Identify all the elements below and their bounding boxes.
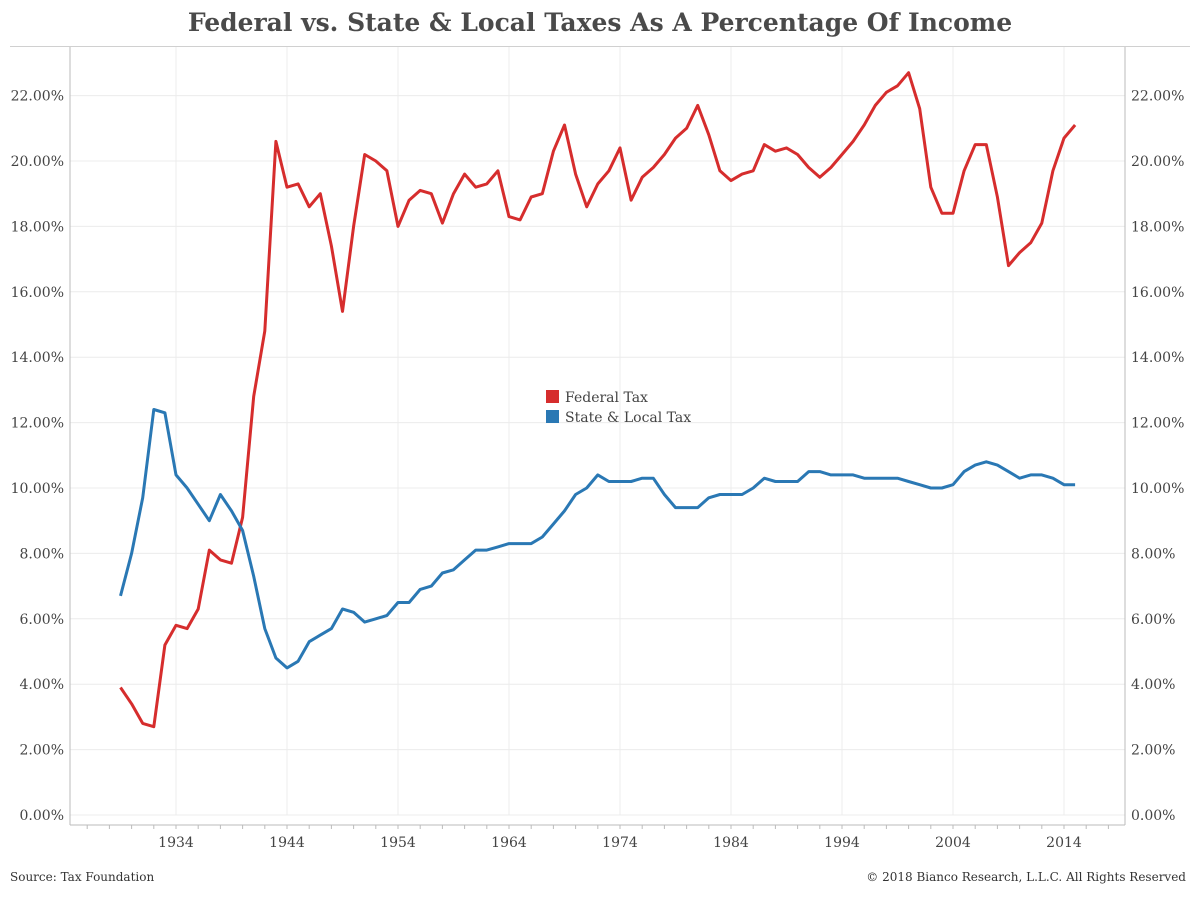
y-tick-label-right: 4.00% xyxy=(1131,677,1175,693)
y-tick-label-left: 10.00% xyxy=(11,481,64,497)
legend-swatch-federal[interactable] xyxy=(546,390,559,403)
legend-label-state-local[interactable]: State & Local Tax xyxy=(565,410,691,426)
x-tick-label: 2004 xyxy=(935,835,971,851)
state-local-tax-line xyxy=(119,408,1076,670)
y-tick-label-right: 20.00% xyxy=(1131,154,1184,170)
line-chart: 0.00% 0.00% 2.00% 2.00% 4.00% 4.00% 6.00% 6.00%… xyxy=(11,47,1184,851)
x-tick-label: 1984 xyxy=(713,835,749,851)
chart-title: Federal vs. State & Local Taxes As A Per… xyxy=(187,8,1013,37)
y-tick-label-left: 6.00% xyxy=(20,612,64,628)
y-tick-label-left: 8.00% xyxy=(20,546,64,562)
y-tick-label-right: 22.00% xyxy=(1131,89,1184,105)
series-layer xyxy=(119,71,1077,729)
x-tick-label: 1954 xyxy=(380,835,416,851)
y-tick-label-right: 14.00% xyxy=(1131,350,1184,366)
y-tick-label-left: 2.00% xyxy=(20,743,64,759)
federal-tax-line xyxy=(119,71,1077,729)
y-tick-label-right: 2.00% xyxy=(1131,743,1175,759)
y-tick-label-right: 6.00% xyxy=(1131,612,1175,628)
legend[interactable]: Federal Tax State & Local Tax xyxy=(546,390,691,426)
y-tick-label-left: 20.00% xyxy=(11,154,64,170)
y-tick-label-right: 0.00% xyxy=(1131,808,1175,824)
y-tick-label-left: 22.00% xyxy=(11,89,64,105)
y-tick-label-right: 16.00% xyxy=(1131,285,1184,301)
y-tick-label-right: 12.00% xyxy=(1131,416,1184,432)
y-tick-label-left: 16.00% xyxy=(11,285,64,301)
legend-label-federal[interactable]: Federal Tax xyxy=(565,390,648,406)
y-tick-label-right: 10.00% xyxy=(1131,481,1184,497)
x-tick-label: 1994 xyxy=(824,835,860,851)
x-tick-label: 1974 xyxy=(602,835,638,851)
title-divider xyxy=(10,46,1190,47)
y-tick-label-left: 12.00% xyxy=(11,416,64,432)
y-tick-label-left: 0.00% xyxy=(20,808,64,824)
y-tick-label-right: 18.00% xyxy=(1131,219,1184,235)
x-tick-label: 2014 xyxy=(1046,835,1082,851)
x-tick-label: 1944 xyxy=(269,835,305,851)
legend-swatch-state-local[interactable] xyxy=(546,410,559,423)
x-tick-label: 1964 xyxy=(491,835,527,851)
axis-layer: 0.00% 0.00% 2.00% 2.00% 4.00% 4.00% 6.00% 6.00%… xyxy=(11,47,1184,851)
y-tick-label-right: 8.00% xyxy=(1131,546,1175,562)
y-tick-label-left: 4.00% xyxy=(20,677,64,693)
y-tick-label-left: 18.00% xyxy=(11,219,64,235)
x-tick-label: 1934 xyxy=(158,835,194,851)
y-tick-label-left: 14.00% xyxy=(11,350,64,366)
copyright-note: © 2018 Bianco Research, L.L.C. All Right… xyxy=(866,870,1186,884)
source-note: Source: Tax Foundation xyxy=(10,870,155,884)
